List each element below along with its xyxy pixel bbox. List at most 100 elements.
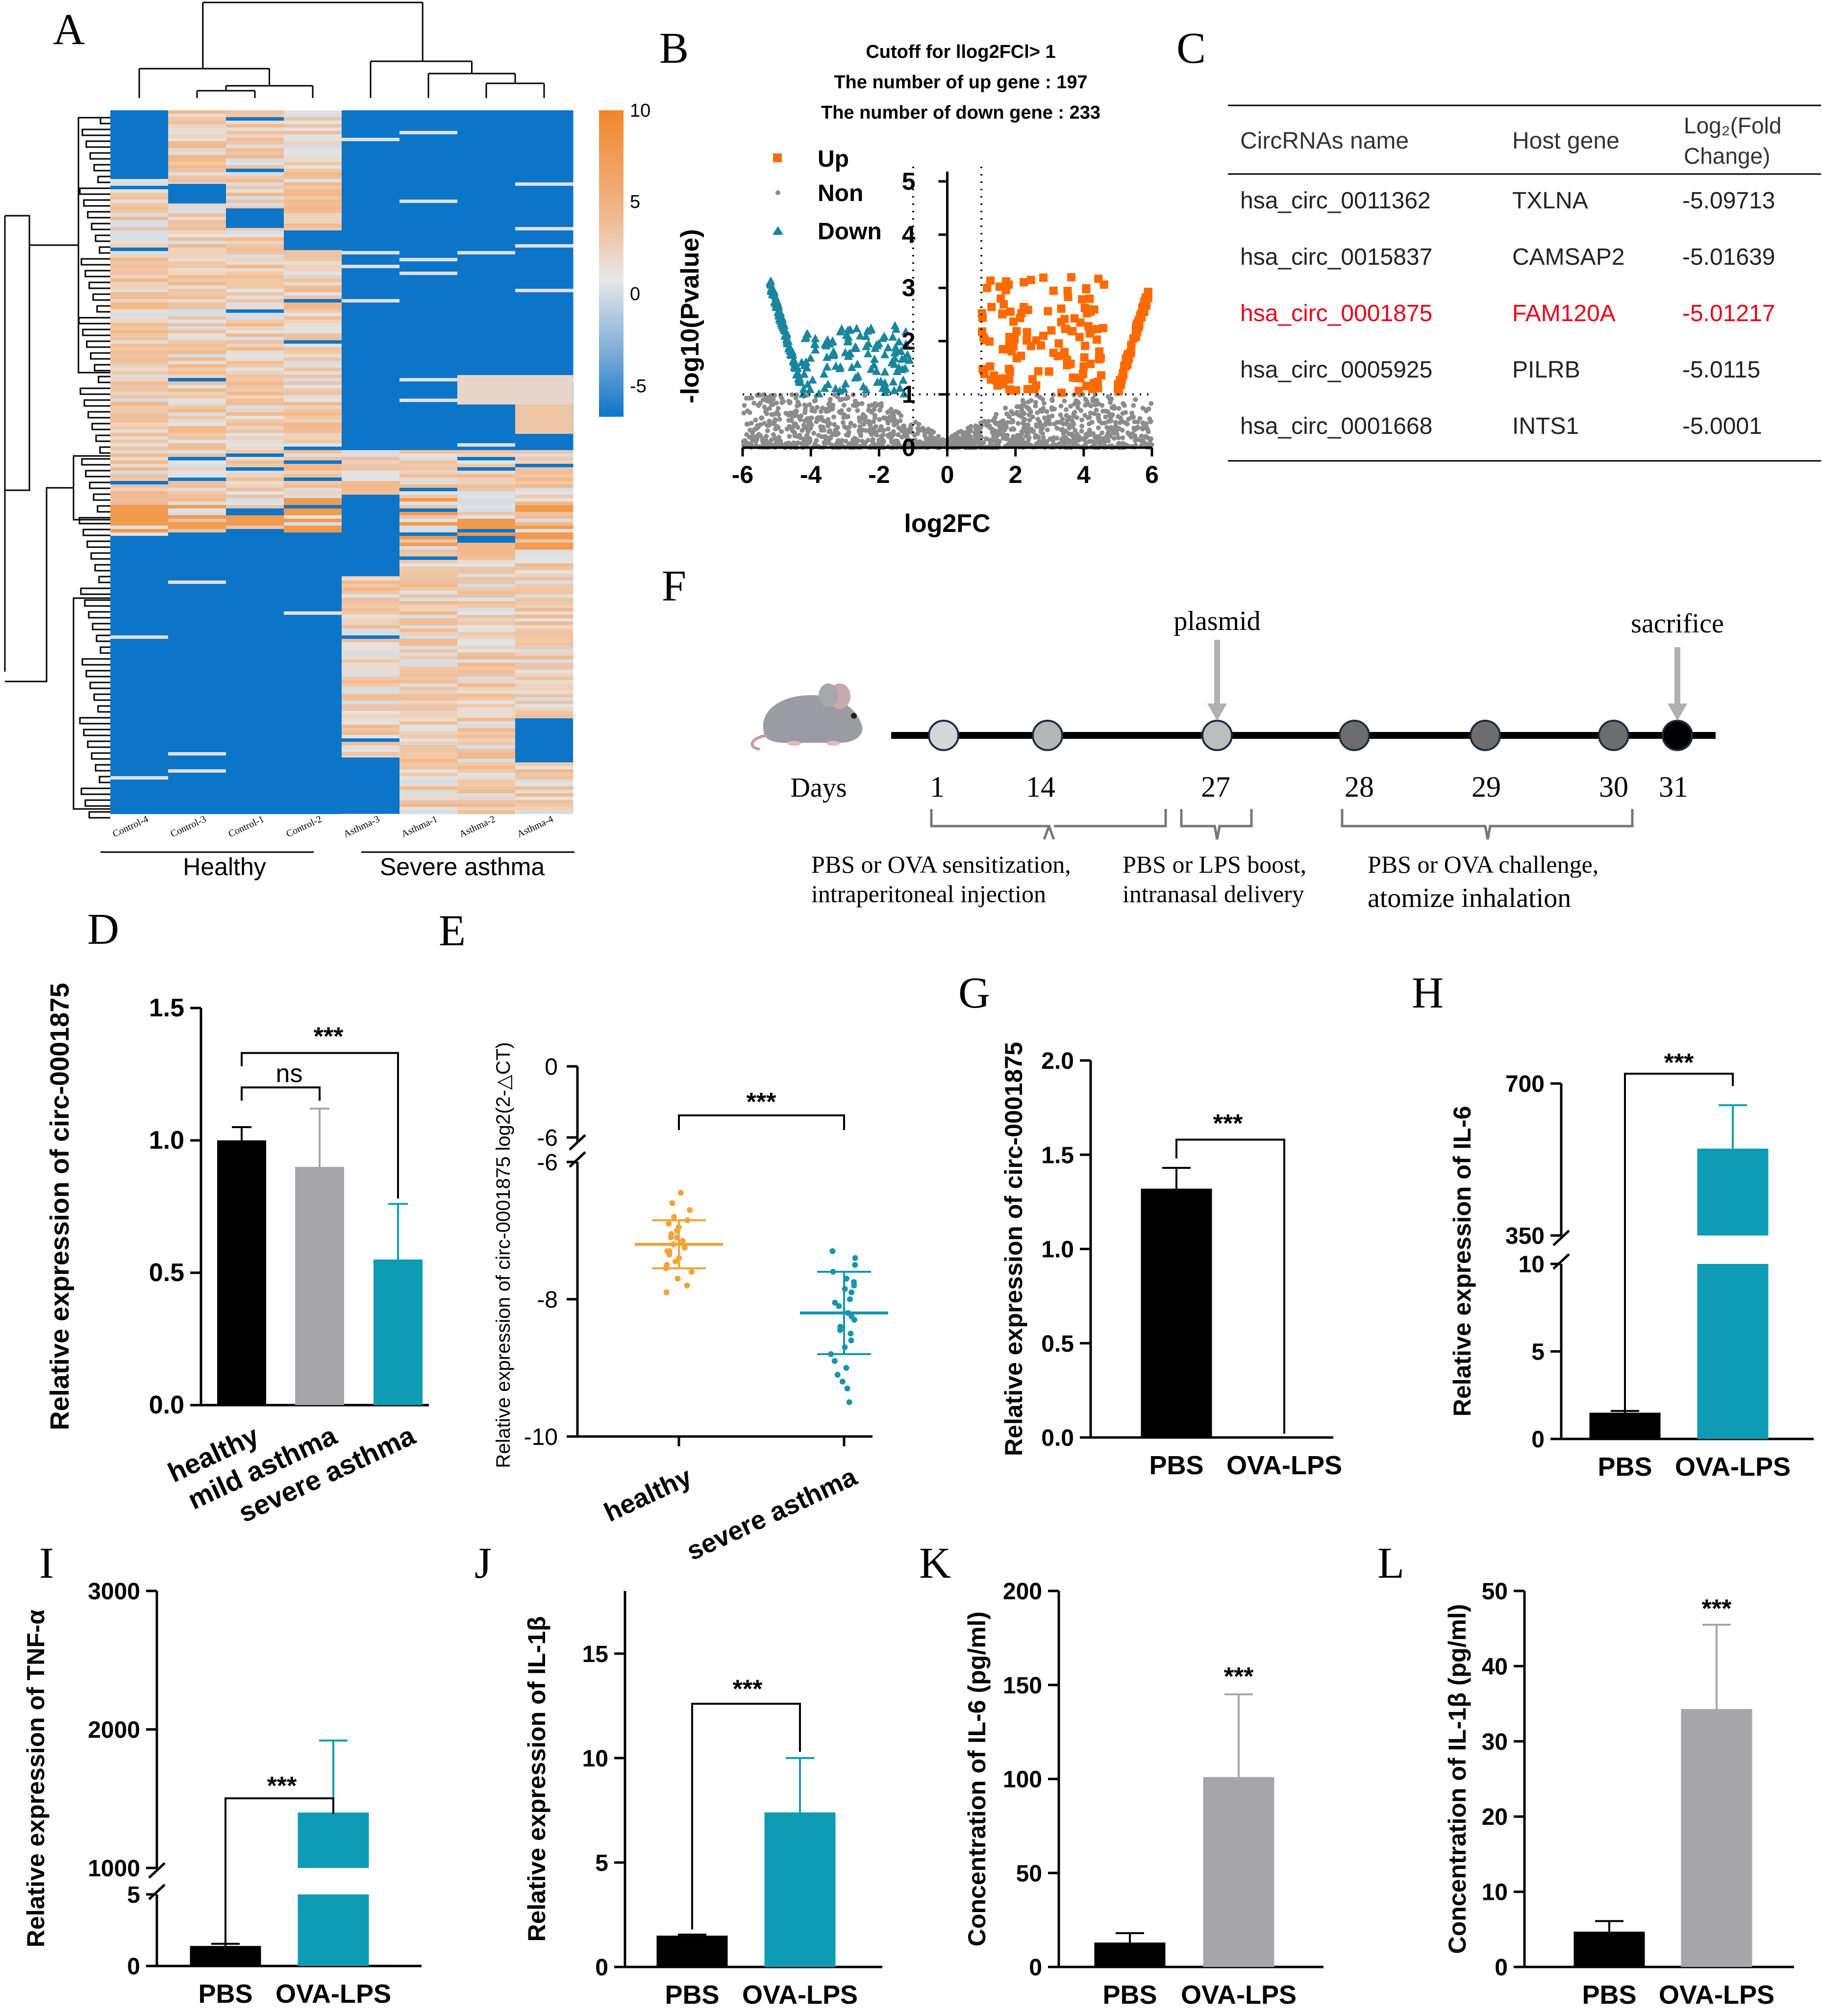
- volcano-point-non: [793, 421, 798, 427]
- dendrogram-branch: [5, 215, 30, 245]
- heatmap-cell: [284, 347, 342, 351]
- heatmap-cell: [457, 587, 516, 591]
- dendrogram-branch: [85, 140, 110, 148]
- volcano-point-non: [1083, 396, 1088, 402]
- volcano-point-down: [781, 329, 791, 338]
- heatmap-cell: [110, 625, 169, 629]
- heatmap-cell: [457, 478, 516, 481]
- heatmap-cell: [457, 484, 516, 488]
- volcano-point-up: [1000, 345, 1009, 353]
- heatmap-cell: [399, 203, 458, 207]
- heatmap-cell: [110, 687, 169, 691]
- heatmap-cell: [168, 773, 226, 777]
- phase-braces: [930, 809, 1634, 840]
- heatmap-cell: [226, 611, 284, 615]
- heatmap-cell: [110, 749, 169, 753]
- heatmap-cell: [226, 409, 284, 413]
- heatmap-cell: [226, 457, 284, 461]
- heatmap-cell: [168, 237, 226, 241]
- volcano-point-down: [859, 382, 868, 391]
- volcano-point-non: [827, 428, 833, 433]
- heatmap-cell: [457, 405, 516, 409]
- heatmap-cell: [342, 707, 400, 711]
- table-cell-fold-change: -5.01217: [1682, 301, 1775, 327]
- heatmap-column-dendrogram: [138, 1, 545, 98]
- heatmap-cell: [284, 447, 342, 451]
- axis-break-mark: [1552, 1230, 1570, 1246]
- volcano-point-down: [774, 311, 783, 320]
- heatmap-cell: [110, 357, 169, 361]
- heatmap-cell: [399, 577, 458, 581]
- heatmap-cell: [110, 512, 169, 516]
- bar: [295, 1167, 344, 1405]
- volcano-point-non: [1023, 424, 1028, 429]
- volcano-point-non: [833, 428, 838, 433]
- plasmid-label: plasmid: [1173, 606, 1260, 636]
- heatmap-cell: [457, 718, 516, 722]
- heatmap-cell: [457, 457, 516, 461]
- heatmap-cell: [457, 512, 516, 516]
- volcano-point-non: [746, 421, 751, 427]
- heatmap-cell: [399, 265, 458, 269]
- heatmap-cell: [284, 515, 342, 519]
- volcano-point-non: [885, 426, 891, 431]
- heatmap-cell: [457, 357, 516, 361]
- volcano-point-non: [1060, 427, 1065, 432]
- heatmap-cell: [284, 282, 342, 286]
- heatmap-cell: [399, 598, 458, 602]
- volcano-y-tick-label: 2: [902, 328, 916, 355]
- volcano-point-non: [799, 441, 805, 446]
- heatmap-cell: [342, 237, 400, 241]
- heatmap-cell: [342, 145, 400, 149]
- heatmap-cell: [226, 241, 284, 245]
- heatmap-cell: [342, 344, 400, 348]
- volcano-point-up: [1086, 359, 1095, 368]
- heatmap-cell: [457, 659, 516, 663]
- heatmap-cell: [110, 412, 169, 416]
- heatmap-cell: [342, 756, 400, 759]
- heatmap-cell: [399, 237, 458, 241]
- heatmap-cell: [226, 450, 284, 454]
- heatmap-cell: [110, 426, 169, 430]
- volcano-point-non: [1139, 433, 1144, 439]
- heatmap-cell: [168, 361, 226, 365]
- heatmap-cell: [399, 783, 458, 787]
- heatmap-cell: [168, 165, 226, 169]
- heatmap-cell: [342, 265, 400, 269]
- heatmap-cell: [515, 203, 574, 207]
- heatmap-cell: [284, 687, 342, 691]
- heatmap-cell: [342, 704, 400, 708]
- heatmap-cell: [168, 810, 226, 814]
- heatmap-cell: [110, 790, 169, 794]
- volcano-point-non: [1116, 405, 1122, 411]
- volcano-point-non: [1144, 421, 1149, 427]
- volcano-point-non: [806, 425, 811, 430]
- volcano-point-non: [792, 430, 798, 435]
- heatmap-cell: [110, 241, 169, 245]
- heatmap-cell: [515, 200, 574, 203]
- volcano-point-down: [844, 336, 853, 345]
- heatmap-cell: [284, 663, 342, 667]
- scatter-point: [687, 1207, 693, 1213]
- heatmap-cell: [342, 282, 400, 286]
- heatmap-cell: [457, 639, 516, 643]
- volcano-point-up: [1039, 273, 1048, 282]
- volcano-point-non: [839, 438, 844, 444]
- volcano-point-non: [1094, 437, 1099, 443]
- table-cell-fold-change: -5.0115: [1682, 357, 1760, 383]
- heatmap-cell: [457, 268, 516, 272]
- heatmap-cell: [226, 502, 284, 505]
- heatmap-cell: [110, 701, 169, 705]
- scatter-point: [849, 1289, 855, 1295]
- volcano-point-non: [805, 416, 811, 421]
- volcano-point-non: [1148, 436, 1154, 441]
- volcano-point-non: [846, 407, 851, 412]
- heatmap-cell: [515, 278, 574, 282]
- volcano-point-non: [1020, 437, 1025, 442]
- heatmap-cell: [342, 114, 400, 118]
- heatmap-cell: [168, 498, 226, 502]
- heatmap-cell: [284, 141, 342, 145]
- heatmap-cell: [284, 656, 342, 660]
- heatmap-cell: [168, 738, 226, 742]
